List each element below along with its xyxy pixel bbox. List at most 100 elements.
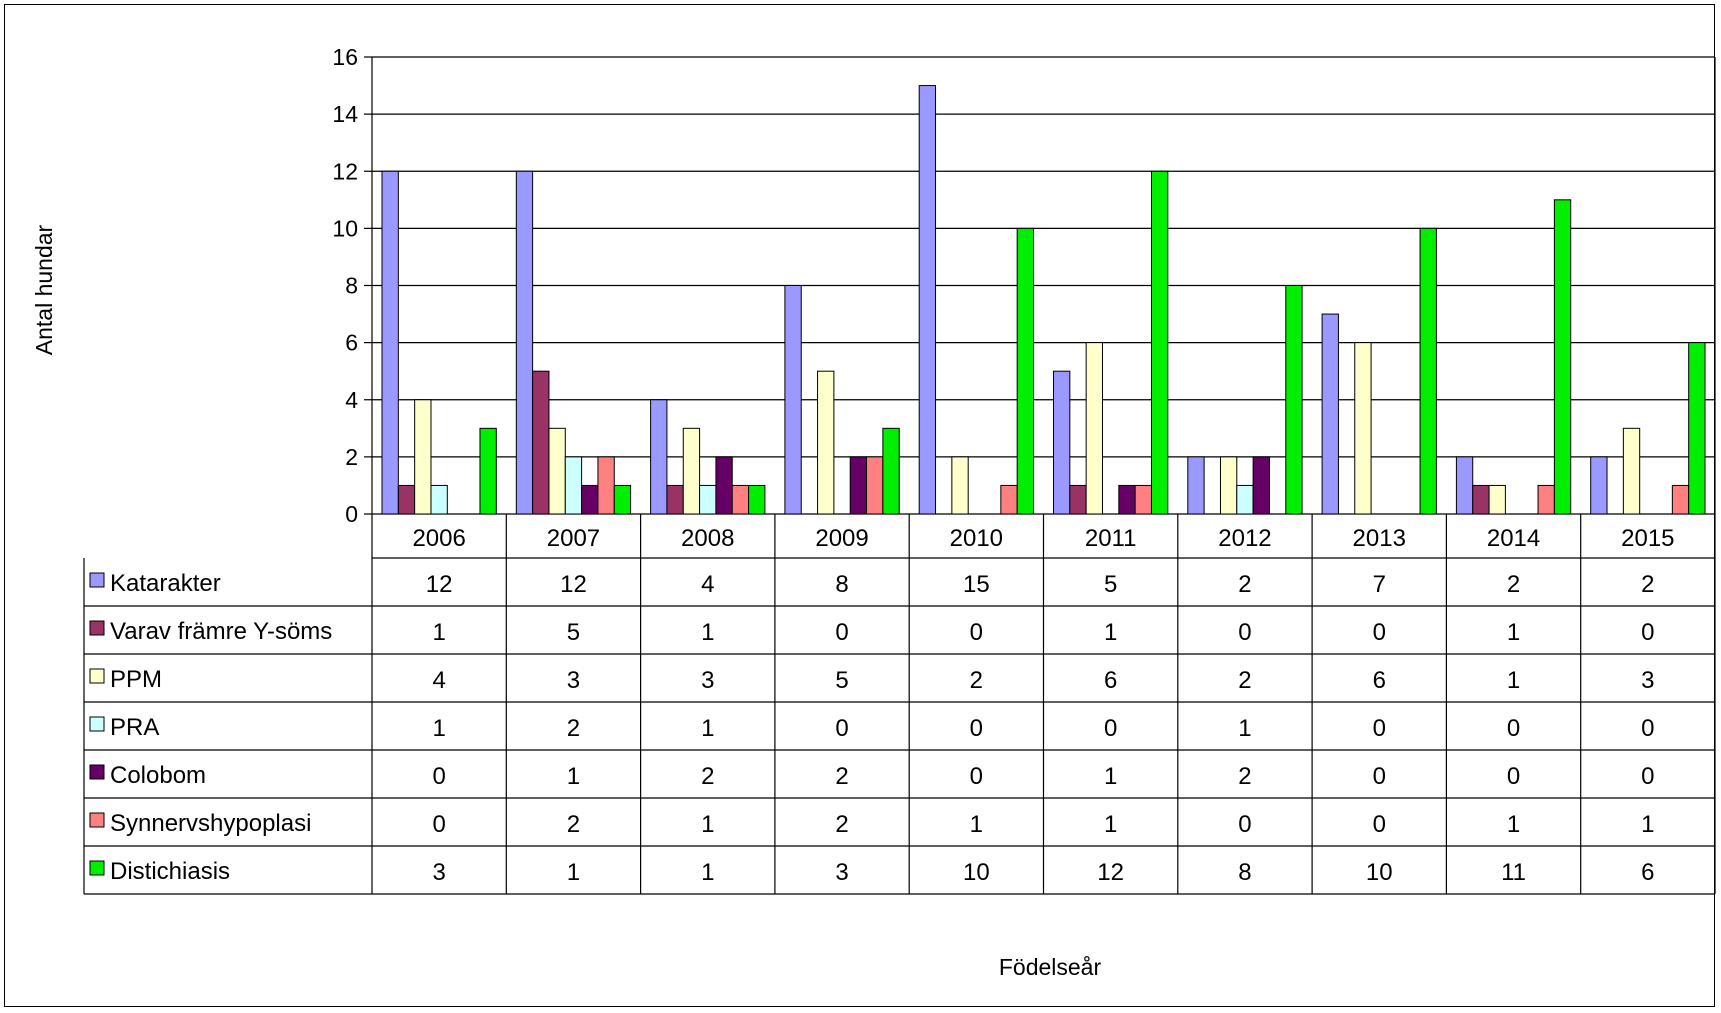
- bar-katarakter-2010: [918, 85, 937, 515]
- data-label: 1: [567, 859, 580, 886]
- bar-katarakter-2011: [1053, 370, 1071, 515]
- data-label: 8: [1238, 859, 1251, 886]
- legend-key: [89, 764, 105, 780]
- data-label: 2: [1238, 667, 1251, 694]
- y-tick-label: 10: [332, 215, 358, 241]
- bar-katarakter-2013: [1321, 313, 1339, 515]
- bar-katarakter-2009: [784, 285, 802, 515]
- bar-distichiasis-2010: [1016, 227, 1035, 515]
- bar-ppm-2012: [1219, 456, 1238, 515]
- bar-distichiasis-2011: [1150, 170, 1169, 515]
- bar-katarakter-2014: [1455, 456, 1474, 515]
- data-label: 0: [432, 763, 445, 790]
- data-label: 0: [1104, 715, 1117, 742]
- y-axis-label: Antal hundar: [31, 224, 57, 355]
- x-tick-label: 2010: [950, 525, 1003, 552]
- legend-label: Distichiasis: [110, 858, 230, 885]
- x-tick-label: 2015: [1621, 525, 1674, 552]
- legend-label: PRA: [110, 714, 159, 741]
- data-label: 6: [1373, 667, 1386, 694]
- bar-synnervshypoplasi-2008: [731, 484, 750, 515]
- bar-synnervshypoplasi-2010: [1000, 484, 1018, 515]
- bar-pra-2007: [564, 456, 583, 515]
- data-label: 2: [701, 763, 714, 790]
- y-tick-label: 8: [345, 273, 358, 299]
- data-label: 3: [432, 859, 445, 886]
- data-label: 5: [1104, 571, 1117, 598]
- data-label: 11: [1501, 859, 1526, 886]
- legend-key: [89, 620, 105, 636]
- bar-varav-fr-mre-y-s-ms-2006: [397, 484, 416, 515]
- data-label: 0: [1373, 811, 1386, 838]
- data-label: 2: [835, 811, 848, 838]
- data-label: 3: [835, 859, 848, 886]
- bar-colobom-2011: [1118, 484, 1136, 515]
- data-label: 2: [835, 763, 848, 790]
- bars: [381, 85, 1706, 515]
- bar-ppm-2007: [548, 427, 566, 515]
- data-label: 1: [1507, 619, 1520, 646]
- bar-katarakter-2012: [1187, 456, 1205, 515]
- data-label: 1: [1238, 715, 1251, 742]
- x-axis-label: Födelseår: [999, 954, 1102, 980]
- x-tick-label: 2006: [412, 525, 465, 552]
- data-label: 1: [701, 619, 714, 646]
- data-label: 0: [1373, 619, 1386, 646]
- legend-key: [89, 572, 105, 588]
- data-label: 12: [1097, 859, 1124, 886]
- data-label: 3: [567, 667, 580, 694]
- bar-pra-2012: [1236, 484, 1254, 515]
- y-tick-label: 6: [345, 330, 358, 356]
- bar-ppm-2010: [951, 456, 969, 515]
- data-label: 6: [1641, 859, 1654, 886]
- data-label: 1: [701, 715, 714, 742]
- y-tick-label: 0: [345, 501, 358, 527]
- data-label: 0: [1238, 619, 1251, 646]
- legend-label: Synnervshypoplasi: [110, 810, 311, 837]
- y-tick-label: 14: [332, 101, 358, 127]
- bar-distichiasis-2013: [1419, 227, 1437, 515]
- data-label: 7: [1373, 571, 1386, 598]
- legend-label: PPM: [110, 666, 162, 693]
- bar-distichiasis-2006: [479, 427, 497, 515]
- bar-synnervshypoplasi-2009: [866, 456, 884, 515]
- data-label: 1: [567, 763, 580, 790]
- data-label: 1: [701, 811, 714, 838]
- bar-ppm-2009: [817, 370, 835, 515]
- bar-varav-fr-mre-y-s-ms-2011: [1069, 484, 1087, 515]
- y-tick-label: 16: [332, 44, 358, 70]
- data-label: 3: [1641, 667, 1654, 694]
- legend-key: [89, 812, 105, 828]
- bar-varav-fr-mre-y-s-ms-2014: [1472, 484, 1490, 515]
- bar-colobom-2009: [849, 456, 868, 515]
- data-label: 2: [1238, 763, 1251, 790]
- data-label: 3: [701, 667, 714, 694]
- data-label: 1: [1507, 667, 1520, 694]
- data-label: 0: [1373, 715, 1386, 742]
- data-label: 2: [567, 811, 580, 838]
- legend-key: [89, 860, 105, 876]
- legend-label: Katarakter: [110, 570, 221, 597]
- bar-ppm-2011: [1085, 342, 1103, 515]
- data-label: 4: [701, 571, 714, 598]
- bar-varav-fr-mre-y-s-ms-2007: [532, 370, 550, 515]
- y-tick-label: 2: [345, 444, 358, 470]
- legend-key: [89, 716, 105, 732]
- bar-ppm-2014: [1488, 484, 1506, 515]
- bar-distichiasis-2015: [1688, 342, 1706, 515]
- bar-katarakter-2008: [650, 399, 668, 515]
- data-label: 0: [970, 715, 983, 742]
- y-axis-ticks: 0 2 4 6 8 10 12 14 16: [332, 44, 358, 527]
- x-tick-label: 2014: [1487, 525, 1540, 552]
- bar-katarakter-2015: [1590, 456, 1608, 515]
- grid-lines: [364, 56, 1715, 515]
- data-label: 10: [963, 859, 990, 886]
- x-tick-label: 2011: [1085, 525, 1137, 552]
- data-label: 2: [1238, 571, 1251, 598]
- data-label: 0: [835, 715, 848, 742]
- x-tick-label: 2012: [1218, 525, 1271, 552]
- data-label: 0: [1373, 763, 1386, 790]
- bar-synnervshypoplasi-2007: [597, 456, 615, 515]
- data-label: 0: [970, 619, 983, 646]
- data-label: 0: [432, 811, 445, 838]
